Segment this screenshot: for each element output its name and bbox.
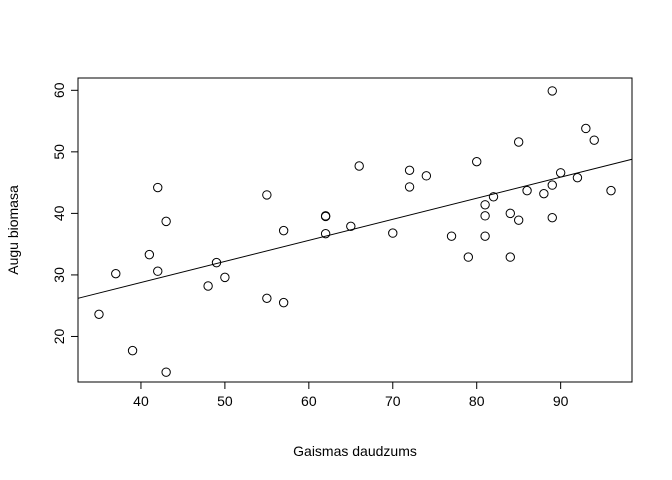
data-points: [94, 86, 616, 377]
data-point: [278, 297, 289, 308]
data-point: [278, 225, 289, 236]
x-tick-label: 90: [553, 393, 569, 409]
regression-line: [77, 158, 633, 299]
plot-box: [77, 77, 633, 383]
data-point: [539, 188, 549, 199]
y-tick-label: 20: [51, 328, 67, 344]
data-point: [581, 123, 591, 134]
data-point: [94, 309, 104, 320]
data-point: [589, 135, 599, 145]
data-point: [404, 182, 415, 192]
data-point: [606, 185, 616, 196]
data-point: [472, 156, 482, 167]
data-point: [480, 211, 490, 221]
data-point: [463, 252, 474, 262]
data-point: [522, 185, 532, 196]
data-point: [111, 268, 121, 279]
y-tick-label: 50: [51, 144, 67, 160]
data-point: [220, 272, 230, 283]
data-point: [513, 137, 524, 147]
data-point: [320, 211, 331, 221]
data-point: [513, 215, 524, 225]
data-point: [446, 231, 457, 241]
x-tick-label: 60: [301, 393, 317, 409]
data-point: [262, 293, 272, 304]
data-point: [320, 228, 331, 239]
y-tick-label: 40: [51, 205, 67, 221]
data-point: [354, 161, 364, 171]
data-point: [211, 257, 222, 268]
data-point: [127, 345, 138, 356]
data-point: [153, 182, 163, 193]
y-tick-label: 30: [51, 267, 67, 283]
data-point: [203, 281, 213, 291]
y-axis-label: Augu biomasa: [5, 185, 21, 275]
data-point: [572, 172, 583, 183]
data-point: [547, 86, 557, 96]
data-point: [388, 228, 398, 238]
data-point: [161, 216, 171, 227]
x-tick-label: 80: [469, 393, 485, 409]
x-tick-label: 70: [385, 393, 401, 409]
data-point: [488, 192, 499, 202]
y-axis: 20 30 40 50 60: [51, 82, 79, 344]
data-point: [555, 168, 566, 178]
data-point: [346, 221, 356, 232]
data-point: [153, 266, 163, 276]
x-axis: 40 50 60 70 80 90: [133, 381, 569, 409]
x-tick-label: 40: [133, 393, 149, 409]
data-point: [480, 200, 490, 210]
x-axis-label: Gaismas daudzums: [293, 443, 417, 459]
data-point: [421, 171, 432, 181]
data-point: [547, 212, 557, 223]
data-point: [505, 208, 515, 219]
data-point: [480, 231, 490, 241]
data-point: [404, 165, 415, 176]
data-point: [144, 249, 155, 260]
data-point: [161, 367, 171, 377]
data-point: [505, 252, 515, 262]
data-point: [547, 180, 557, 190]
x-tick-label: 50: [217, 393, 233, 409]
y-tick-label: 60: [51, 82, 67, 98]
data-point: [262, 190, 272, 200]
